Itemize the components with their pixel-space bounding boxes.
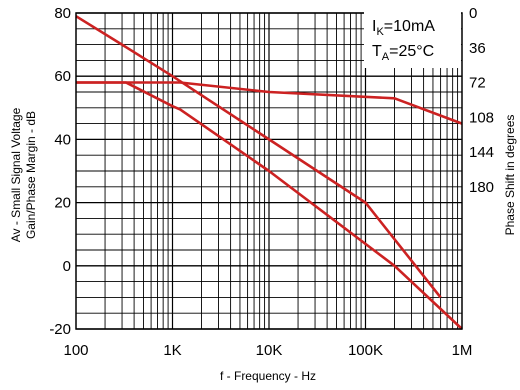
y2-tick-label: 36 [469, 40, 486, 57]
y-tick-label: 40 [54, 131, 71, 148]
x-tick-label: 100K [348, 342, 383, 359]
x-axis-title: f - Frequency - Hz [220, 369, 316, 383]
y2-tick-label: 180 [469, 179, 494, 196]
y2-tick-label: 108 [469, 109, 494, 126]
x-tick-label: 1M [452, 342, 473, 359]
y-tick-label: 0 [63, 258, 71, 275]
condition-temperature: TA=25°C [372, 43, 434, 63]
series-line-1 [75, 15, 442, 299]
y-tick-label: -20 [49, 321, 71, 338]
condition-box-background [364, 12, 461, 68]
y-tick-label: 60 [54, 68, 71, 85]
x-tick-label: 1K [163, 342, 181, 359]
y-axis-title-line2: Gain/Phase Margin - dB [24, 111, 38, 239]
x-tick-label: 10K [256, 342, 283, 359]
y-tick-labels: -20 0 20 40 60 80 [49, 5, 71, 338]
condition-current: IK=10mA [372, 18, 435, 38]
plot-frame [75, 12, 463, 330]
y2-tick-label: 72 [469, 75, 486, 92]
series-group [75, 15, 463, 330]
x-tick-label: 100 [63, 342, 88, 359]
y-tick-label: 80 [54, 5, 71, 22]
condition-box: IK=10mA TA=25°C [364, 12, 461, 68]
y2-axis-title: Phase Shift in degrees [503, 115, 517, 236]
y2-tick-label: 0 [469, 5, 477, 22]
x-tick-labels: 100 1K 10K 100K 1M [63, 342, 472, 359]
y2-tick-label: 144 [469, 144, 494, 161]
y-tick-label: 20 [54, 195, 71, 212]
y-axis-title-line1: Av - Small Signal Voltage [9, 107, 23, 242]
y2-tick-labels: 0 36 72 108 144 180 [469, 5, 494, 196]
series-line-3 [76, 81, 463, 125]
